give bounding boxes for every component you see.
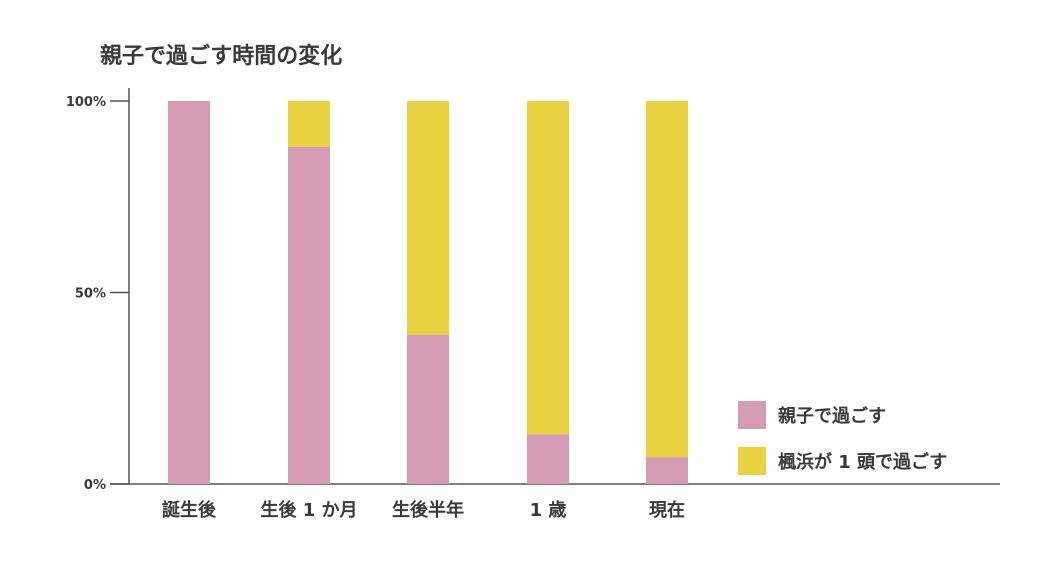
- bars: [168, 101, 688, 484]
- legend-swatch: [738, 401, 766, 429]
- bar-segment: [168, 101, 210, 484]
- bar-segment: [646, 457, 688, 484]
- x-tick-label: 現在: [649, 499, 685, 521]
- y-tick-label: 0%: [84, 478, 106, 493]
- axes: 0% 50% 100%: [66, 88, 1000, 493]
- x-tick-label: 生後半年: [392, 499, 464, 521]
- x-tick-label: 1 歳: [530, 500, 567, 521]
- bar-segment: [527, 101, 569, 435]
- bar-segment: [407, 101, 449, 335]
- legend-label: 楓浜が 1 頭で過ごす: [778, 451, 947, 473]
- y-tick-label: 100%: [66, 95, 106, 110]
- legend-label: 親子で過ごす: [778, 405, 886, 427]
- x-tick-labels: 誕生後 生後 1 か月 生後半年 1 歳 現在: [162, 499, 685, 521]
- y-tick-label: 50%: [75, 287, 106, 302]
- legend-swatch: [738, 447, 766, 475]
- bar-segment: [288, 101, 330, 147]
- bar-segment: [646, 101, 688, 458]
- x-tick-label: 生後 1 か月: [260, 499, 357, 521]
- chart-title: 親子で過ごす時間の変化: [100, 43, 342, 69]
- bar-segment: [288, 146, 330, 484]
- x-tick-label: 誕生後: [162, 499, 217, 521]
- bar-segment: [407, 334, 449, 484]
- bar-segment: [527, 434, 569, 484]
